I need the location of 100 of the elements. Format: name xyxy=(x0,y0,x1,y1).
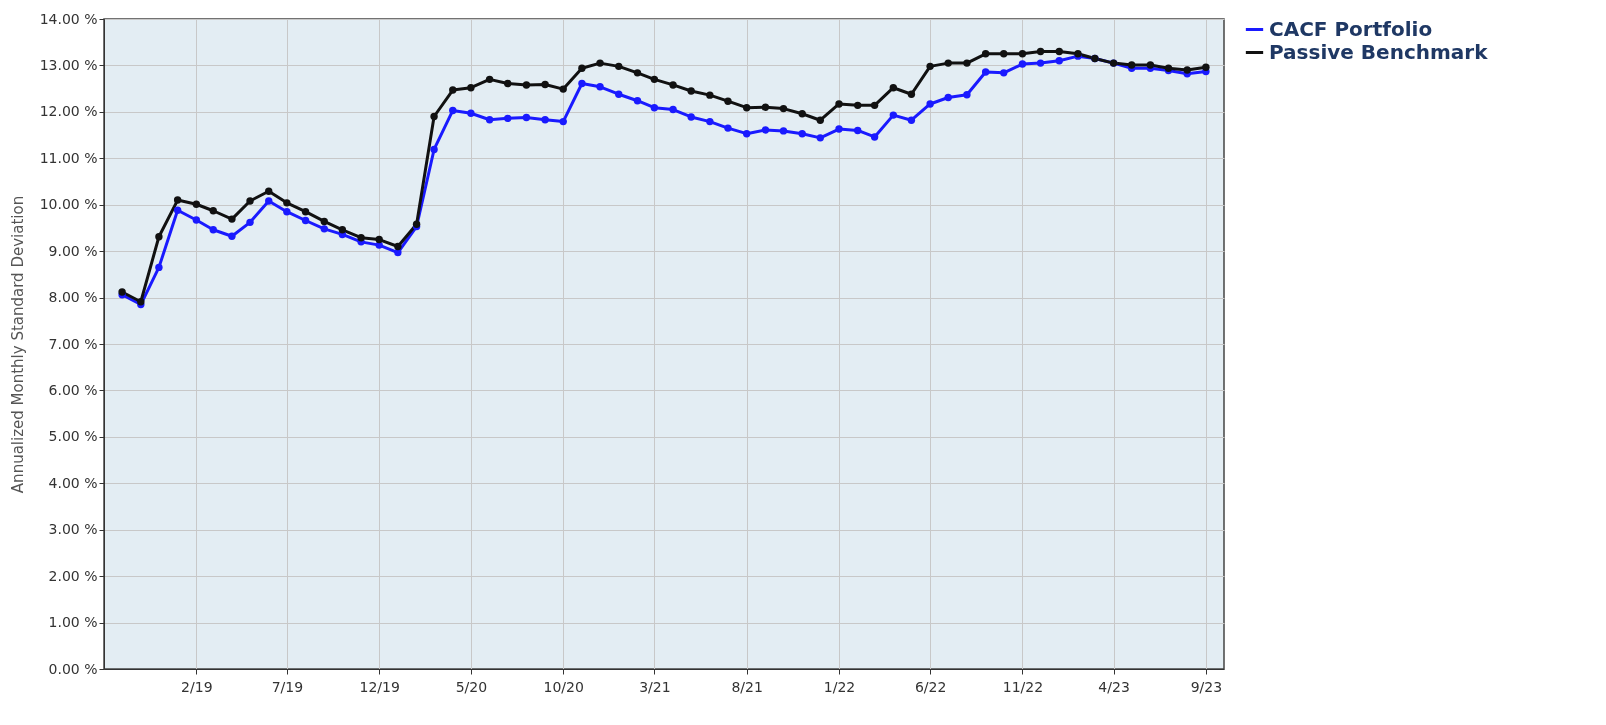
y-tick-label: 9.00 % xyxy=(48,242,98,259)
point xyxy=(394,242,402,251)
point xyxy=(798,110,806,118)
point xyxy=(192,216,201,224)
point xyxy=(467,109,475,117)
point xyxy=(724,97,732,105)
point xyxy=(155,263,163,272)
x-tick-label: 2/19 xyxy=(181,678,213,695)
point xyxy=(375,235,383,244)
point xyxy=(467,84,475,92)
point xyxy=(228,215,236,223)
legend-label: Passive Benchmark xyxy=(1269,39,1489,64)
y-tick-label: 7.00 % xyxy=(48,335,98,352)
point xyxy=(522,81,531,89)
point xyxy=(633,69,642,77)
point xyxy=(1202,63,1210,71)
y-tick-label: 10.00 % xyxy=(39,196,98,213)
point xyxy=(1036,47,1045,56)
point xyxy=(1055,57,1063,65)
point xyxy=(761,126,770,134)
x-tick-label: 4/23 xyxy=(1098,678,1130,695)
y-tick-label: 5.00 % xyxy=(48,428,98,445)
point xyxy=(541,116,549,124)
point xyxy=(578,79,586,88)
point xyxy=(870,101,879,110)
point xyxy=(449,106,457,115)
point xyxy=(835,125,843,133)
point xyxy=(706,117,714,126)
x-tick-label: 5/20 xyxy=(455,678,488,695)
point xyxy=(633,97,642,105)
y-axis-title: Annualized Monthly Standard Deviation xyxy=(8,195,27,494)
point xyxy=(1000,69,1008,77)
point xyxy=(173,206,182,214)
point xyxy=(1036,59,1045,67)
point xyxy=(430,145,438,154)
point xyxy=(228,232,236,240)
point xyxy=(596,83,604,91)
y-tick-label: 1.00 % xyxy=(48,614,98,631)
point xyxy=(338,226,347,234)
point xyxy=(963,59,971,67)
point xyxy=(173,196,182,204)
x-tick-label: 3/21 xyxy=(639,678,671,695)
point xyxy=(1018,60,1027,68)
point xyxy=(779,127,788,135)
y-tick-label: 3.00 % xyxy=(48,521,98,538)
y-tick-label: 14.00 % xyxy=(39,10,98,27)
point xyxy=(485,75,494,84)
point xyxy=(816,134,824,142)
x-tick-label: 10/20 xyxy=(543,678,584,695)
x-tick-label: 12/19 xyxy=(359,678,400,695)
y-tick-label: 12.00 % xyxy=(39,103,98,120)
point xyxy=(761,103,770,111)
point xyxy=(209,226,217,234)
point xyxy=(394,248,402,257)
x-tick-label: 7/19 xyxy=(271,678,304,695)
y-tick-label: 4.00 % xyxy=(48,474,98,491)
point xyxy=(265,197,273,205)
point xyxy=(246,218,254,227)
point xyxy=(209,207,217,215)
point xyxy=(706,91,714,99)
point xyxy=(283,199,291,207)
point xyxy=(687,87,695,95)
point xyxy=(981,68,990,76)
point xyxy=(155,233,163,241)
point xyxy=(522,113,531,122)
point xyxy=(1183,66,1191,74)
point xyxy=(246,197,254,205)
y-tick-label: 0.00 % xyxy=(48,660,98,677)
point xyxy=(889,84,898,92)
point xyxy=(541,80,549,89)
point xyxy=(1055,47,1063,56)
point xyxy=(320,225,328,233)
point xyxy=(357,233,365,242)
point xyxy=(742,129,751,138)
point xyxy=(320,217,328,226)
point xyxy=(504,114,512,123)
point xyxy=(578,64,586,72)
point xyxy=(926,100,934,108)
point xyxy=(615,90,623,98)
y-tick-label: 2.00 % xyxy=(48,567,98,584)
point xyxy=(724,124,732,132)
point xyxy=(870,133,879,141)
x-tick-label: 9/23 xyxy=(1190,678,1223,695)
point xyxy=(944,93,952,102)
point xyxy=(742,103,751,112)
point xyxy=(669,105,677,114)
point xyxy=(889,111,898,119)
point xyxy=(981,50,990,58)
legend-label: CACF Portfolio xyxy=(1269,16,1433,41)
point xyxy=(559,117,567,126)
y-tick-label: 6.00 % xyxy=(48,381,98,398)
point xyxy=(963,90,971,99)
point xyxy=(1000,50,1008,58)
point xyxy=(650,103,659,112)
point xyxy=(798,129,806,138)
point xyxy=(926,62,934,71)
point xyxy=(283,207,291,216)
point xyxy=(907,90,916,98)
x-tick-label: 1/22 xyxy=(823,678,856,695)
point xyxy=(816,116,824,124)
